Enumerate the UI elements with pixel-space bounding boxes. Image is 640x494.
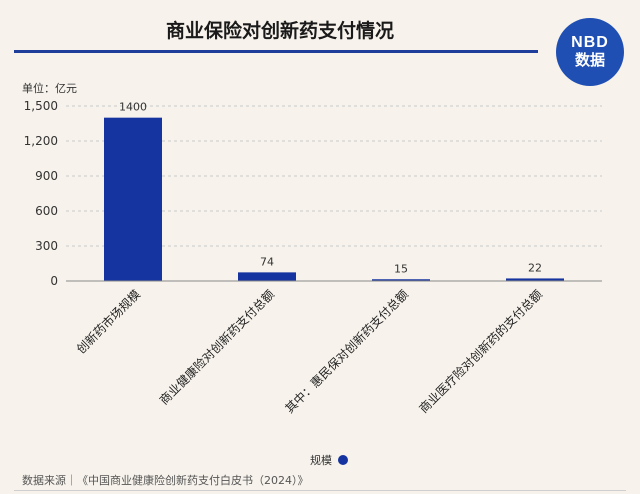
nbd-logo: NBD 数据 [556,18,624,86]
logo-text-bottom: 数据 [574,51,605,69]
legend: 规模 [310,452,348,468]
y-tick-label: 900 [35,169,58,183]
source-note: 数据来源｜《中国商业健康险创新药支付白皮书（2024）》 [22,474,309,487]
logo-text-top: NBD [571,34,609,51]
x-tick-label: 商业医疗险对创新药的支付总额 [416,287,545,416]
bottom-divider [14,490,626,491]
bar [506,278,564,281]
x-tick-label: 商业健康险对创新药支付总额 [156,287,277,408]
y-axis: 0 300 600 900 1,200 1,500 [24,99,58,288]
gridlines [66,105,602,247]
data-label: 15 [394,262,408,275]
data-labels: 1400 74 15 22 [119,101,542,276]
title-divider [14,50,538,53]
bars [104,117,564,282]
y-tick-label: 300 [35,239,58,253]
unit-label: 单位：亿元 [22,81,77,95]
y-tick-label: 1,500 [24,99,58,113]
y-tick-label: 0 [50,274,58,288]
bar [372,279,430,281]
x-axis: 创新药市场规模 商业健康险对创新药支付总额 其中：惠民保对创新药支付总额 商业医疗险对… [66,280,602,416]
chart-title: 商业保险对创新药支付情况 [165,20,394,42]
bar [238,272,296,281]
x-tick-label: 创新药市场规模 [73,287,143,357]
y-tick-label: 1,200 [24,134,58,148]
data-label: 74 [260,255,274,268]
data-label: 1400 [119,101,147,114]
y-tick-label: 600 [35,204,58,218]
x-tick-label: 其中：惠民保对创新药支付总额 [282,287,411,416]
bar [104,117,162,282]
legend-dot-icon [338,455,348,465]
legend-series-label: 规模 [310,454,332,467]
data-label: 22 [528,261,542,274]
